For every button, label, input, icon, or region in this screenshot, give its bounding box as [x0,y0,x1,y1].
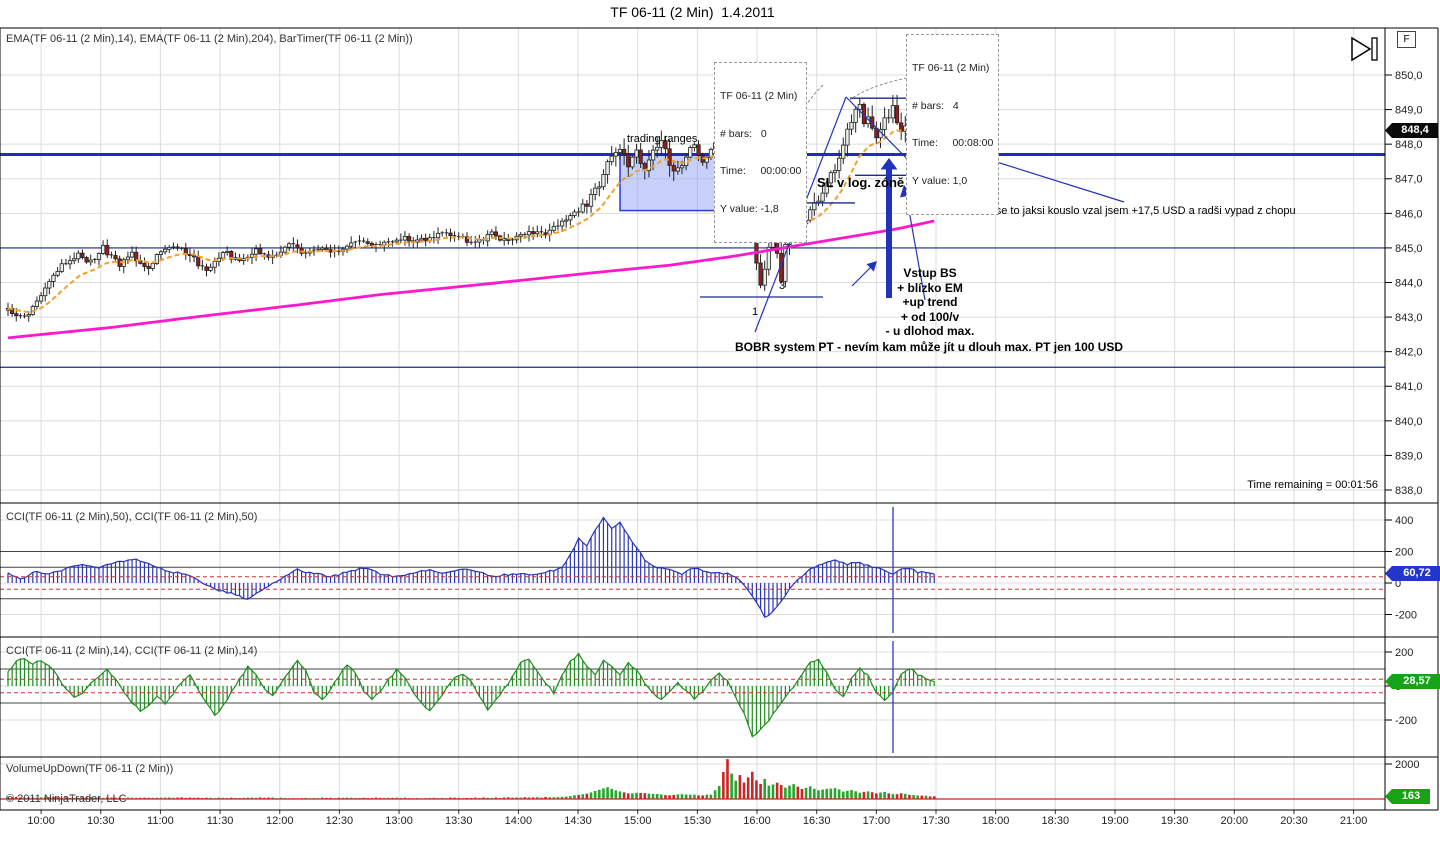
svg-text:16:00: 16:00 [743,815,771,827]
svg-text:14:00: 14:00 [505,815,533,827]
skip-to-end-icon[interactable] [1350,34,1384,64]
svg-text:846,0: 846,0 [1395,208,1423,220]
svg-text:17:00: 17:00 [863,815,891,827]
svg-text:844,0: 844,0 [1395,277,1423,289]
sl-zone-label: SL v log. zóně [817,175,905,190]
svg-text:839,0: 839,0 [1395,450,1423,462]
vstup-line: - u dlohod max. [885,324,975,339]
svg-text:12:00: 12:00 [266,815,294,827]
volume-badge: 163 [1385,789,1430,804]
svg-text:10:00: 10:00 [27,815,55,827]
svg-text:842,0: 842,0 [1395,347,1423,359]
data-box-bars: # bars: 0 [720,127,767,140]
svg-text:-200: -200 [1395,715,1417,727]
copyright: © 2011 NinjaTrader, LLC [6,793,127,805]
data-box-start: TF 06-11 (2 Min) # bars: 0 Time: 00:00:0… [714,62,808,243]
svg-text:848,0: 848,0 [1395,139,1423,151]
price-badge: 848,4 [1385,123,1438,138]
svg-text:15:00: 15:00 [624,815,652,827]
svg-text:19:30: 19:30 [1161,815,1189,827]
data-box-title: TF 06-11 (2 Min) [720,90,798,102]
cci14-panel-label: CCI(TF 06-11 (2 Min),14), CCI(TF 06-11 (… [6,645,258,657]
cci50-badge: 60,72 [1385,566,1440,581]
fixed-scale-button[interactable]: F [1397,31,1416,48]
svg-text:840,0: 840,0 [1395,416,1423,428]
svg-text:200: 200 [1395,647,1413,659]
svg-text:13:00: 13:00 [385,815,413,827]
svg-text:16:30: 16:30 [803,815,831,827]
svg-text:21:00: 21:00 [1340,815,1368,827]
svg-text:20:00: 20:00 [1221,815,1249,827]
data-box-yvalue: Y value: 1,0 [912,174,968,187]
svg-text:843,0: 843,0 [1395,312,1423,324]
svg-text:838,0: 838,0 [1395,485,1423,497]
data-box-title: TF 06-11 (2 Min) [912,62,990,74]
svg-text:0: 0 [1395,578,1401,590]
cci14-badge: 28,57 [1385,674,1440,689]
svg-text:12:30: 12:30 [326,815,354,827]
svg-text:2000: 2000 [1395,759,1419,771]
time-remaining-label: Time remaining = 00:01:56 [1247,479,1378,491]
data-box-time: Time: 00:00:00 [720,165,802,177]
data-box-end: TF 06-11 (2 Min) # bars: 4 Time: 00:08:0… [906,34,1000,215]
svg-text:20:30: 20:30 [1280,815,1308,827]
point-1-label: 1 [752,306,759,318]
chart-title: TF 06-11 (2 Min) 1.4.2011 [610,4,775,20]
data-box-time: Time: 00:08:00 [912,137,994,149]
data-box-bars: # bars: 4 [912,99,959,112]
svg-text:15:30: 15:30 [684,815,712,827]
volume-panel-label: VolumeUpDown(TF 06-11 (2 Min)) [6,763,174,775]
vstup-line: + od 100/v [900,309,960,324]
trading-ranges-label: trading ranges [627,133,698,145]
vstup-note: Vstup BS + blízko EM +up trend + od 100/… [855,266,1005,339]
svg-text:10:30: 10:30 [87,815,115,827]
svg-text:17:30: 17:30 [922,815,950,827]
svg-text:200: 200 [1395,547,1413,559]
svg-text:-200: -200 [1395,610,1417,622]
svg-text:18:30: 18:30 [1042,815,1070,827]
point-3-label: 3 [779,280,786,292]
trade-result-note: tak se to jaksi kouslo vzal jsem +17,5 U… [978,205,1296,217]
data-box-yvalue: Y value: -1,8 [720,202,779,215]
svg-text:11:30: 11:30 [207,815,234,827]
svg-text:14:30: 14:30 [564,815,592,827]
svg-text:850,0: 850,0 [1395,70,1423,82]
cci50-panel-label: CCI(TF 06-11 (2 Min),50), CCI(TF 06-11 (… [6,511,258,523]
svg-text:19:00: 19:00 [1101,815,1129,827]
bobr-note: BOBR system PT - nevím kam může jít u dl… [735,340,1124,354]
svg-text:841,0: 841,0 [1395,381,1423,393]
svg-text:849,0: 849,0 [1395,105,1423,117]
vstup-line: +up trend [902,295,958,310]
svg-text:11:00: 11:00 [147,815,174,827]
svg-text:400: 400 [1395,515,1413,527]
svg-text:18:00: 18:00 [982,815,1010,827]
price-panel-label: EMA(TF 06-11 (2 Min),14), EMA(TF 06-11 (… [6,33,413,45]
svg-text:845,0: 845,0 [1395,243,1423,255]
svg-text:13:30: 13:30 [445,815,473,827]
svg-text:847,0: 847,0 [1395,174,1423,186]
vstup-line: Vstup BS [903,266,957,280]
vstup-line: + blízko EM [897,280,963,295]
